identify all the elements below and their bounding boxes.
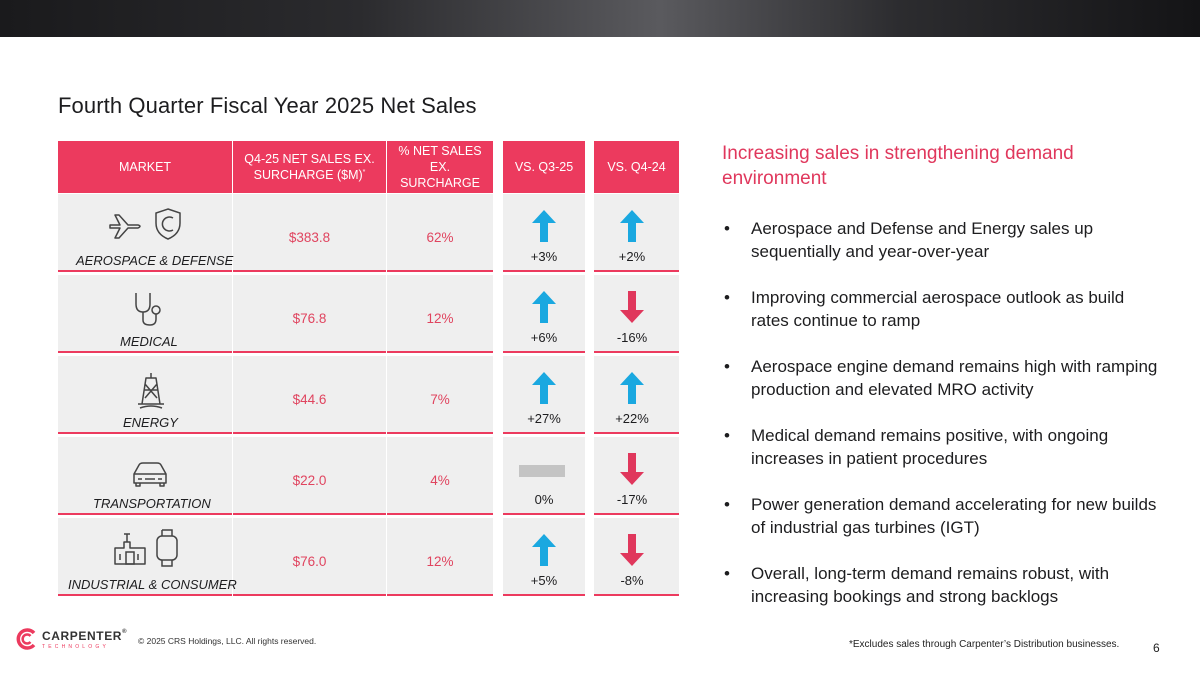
vs-q3-value: +3% [530, 249, 558, 264]
table-row-energy-vsq4-cell [594, 356, 679, 434]
footnote-text: *Excludes sales through Carpenter’s Dist… [849, 639, 1120, 650]
table-row-industrial-sales-cell [233, 518, 386, 596]
header-sales-mark: * [362, 168, 366, 176]
sales-value: $383.8 [288, 230, 331, 245]
table-row-medical-sales-cell [233, 275, 386, 353]
table-row-transportation-sales-cell [233, 437, 386, 515]
company-logo: CARPENTER® TECHNOLOGY [16, 628, 127, 650]
percent-value: 62% [426, 230, 454, 245]
vs-q4-value: -8% [620, 573, 644, 588]
sales-value: $76.8 [292, 311, 327, 326]
table-row-aerospace-vsq4-cell [594, 194, 679, 272]
shield-icon [155, 208, 181, 240]
bullet-list: Aerospace and Defense and Energy sales u… [722, 217, 1162, 631]
car-icon [133, 462, 167, 487]
sales-value: $22.0 [292, 473, 327, 488]
bullet-item: Aerospace engine demand remains high wit… [722, 355, 1162, 401]
market-label: ENERGY [123, 415, 178, 430]
header-percent-label: % NET SALES EX. SURCHARGE [398, 143, 482, 191]
table-row-transportation-percent-cell [387, 437, 493, 515]
factory-icon [114, 533, 146, 565]
table-row-aerospace-sales-cell [233, 194, 386, 272]
vs-q4-value: -16% [616, 330, 648, 345]
table-row-medical-percent-cell [387, 275, 493, 353]
table-row-industrial-percent-cell [387, 518, 493, 596]
bullet-item: Aerospace and Defense and Energy sales u… [722, 217, 1162, 263]
header-vs-q4-label: VS. Q4-24 [607, 159, 666, 174]
vs-q4-value: +22% [615, 411, 649, 426]
vs-q3-value: +5% [530, 573, 558, 588]
header-market-label: MARKET [118, 159, 172, 174]
table-row-transportation-market-cell [58, 437, 232, 515]
oil-rig-icon [138, 373, 164, 409]
sales-value: $44.6 [292, 392, 327, 407]
smartwatch-icon [156, 529, 178, 567]
up-arrow-icon [532, 210, 556, 242]
bullet-item: Overall, long-term demand remains robust… [722, 562, 1162, 608]
down-arrow-icon [620, 291, 644, 323]
slide-title: Fourth Quarter Fiscal Year 2025 Net Sale… [58, 93, 477, 118]
market-label: AEROSPACE & DEFENSE [76, 253, 234, 268]
up-arrow-icon [620, 372, 644, 404]
table-row-energy-market-cell [58, 356, 232, 434]
flat-change-bar [519, 465, 565, 477]
bullet-item: Improving commercial aerospace outlook a… [722, 286, 1162, 332]
header-sales: Q4-25 NET SALES EX. SURCHARGE ($M)* [233, 141, 386, 193]
header-market: MARKET [58, 141, 232, 193]
table-row-energy-percent-cell [387, 356, 493, 434]
vs-q3-value: +27% [527, 411, 561, 426]
table-row-aerospace-percent-cell [387, 194, 493, 272]
market-label: INDUSTRIAL & CONSUMER [68, 577, 237, 592]
table-row-aerospace-market-cell [58, 194, 232, 272]
percent-value: 12% [426, 311, 454, 326]
logo-mark-icon [16, 628, 36, 650]
header-vs-q3: VS. Q3-25 [503, 141, 585, 193]
header-percent: % NET SALES EX. SURCHARGE [387, 141, 493, 193]
percent-value: 4% [430, 473, 450, 488]
header-vs-q4: VS. Q4-24 [594, 141, 679, 193]
stethoscope-icon [135, 293, 161, 326]
down-arrow-icon [620, 534, 644, 566]
page-number: 6 [1153, 641, 1160, 655]
logo-name: CARPENTER® [42, 628, 128, 643]
vs-q3-value: 0% [534, 492, 554, 507]
airplane-icon [109, 214, 141, 239]
percent-value: 12% [426, 554, 454, 569]
up-arrow-icon [532, 372, 556, 404]
header-vs-q3-label: VS. Q3-25 [514, 159, 574, 174]
panel-heading: Increasing sales in strengthening demand… [722, 143, 1074, 190]
market-label: MEDICAL [120, 334, 178, 349]
header-sales-label: Q4-25 NET SALES EX. SURCHARGE ($M)* [244, 151, 375, 182]
table-row-medical-market-cell [58, 275, 232, 353]
vs-q4-value: +2% [618, 249, 646, 264]
market-label: TRANSPORTATION [93, 496, 211, 511]
down-arrow-icon [620, 453, 644, 485]
bullet-item: Medical demand remains positive, with on… [722, 424, 1162, 470]
copyright-text: © 2025 CRS Holdings, LLC. All rights res… [138, 636, 317, 646]
sales-value: $76.0 [292, 554, 327, 569]
up-arrow-icon [532, 291, 556, 323]
vs-q4-value: -17% [616, 492, 648, 507]
percent-value: 7% [430, 392, 450, 407]
bullet-item: Power generation demand accelerating for… [722, 493, 1162, 539]
top-banner [0, 0, 1200, 37]
vs-q3-value: +6% [530, 330, 558, 345]
up-arrow-icon [532, 534, 556, 566]
logo-subtitle: TECHNOLOGY [42, 643, 110, 650]
up-arrow-icon [620, 210, 644, 242]
table-row-energy-sales-cell [233, 356, 386, 434]
